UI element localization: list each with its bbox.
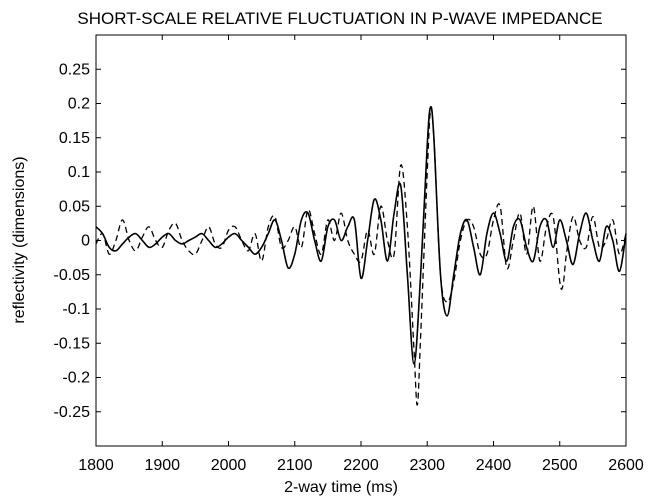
y-tick-label: -0.25 <box>54 404 91 421</box>
series-layer <box>95 105 627 406</box>
y-tick-label: -0.05 <box>54 267 91 284</box>
x-axis-label: 2-way time (ms) <box>284 479 398 496</box>
chart-title: SHORT-SCALE RELATIVE FLUCTUATION IN P-WA… <box>77 9 602 28</box>
y-tick-label: 0.15 <box>59 130 90 147</box>
tick-marks <box>95 35 627 446</box>
x-tick-label: 2200 <box>343 457 379 474</box>
x-tick-label: 1800 <box>78 457 114 474</box>
x-tick-label: 2300 <box>409 457 445 474</box>
x-tick-labels: 1800 1900 2000 2100 2200 2300 2400 2500 2600 <box>78 457 644 474</box>
x-tick-label: 2600 <box>608 457 644 474</box>
y-tick-label: 0 <box>81 233 90 250</box>
y-tick-label: -0.2 <box>62 370 90 387</box>
y-tick-label: 0.05 <box>59 198 90 215</box>
x-tick-label: 2000 <box>211 457 247 474</box>
y-tick-labels: 0.25 0.2 0.15 0.1 0.05 0 -0.05 -0.1 -0.15 -0.2 -0.… <box>54 61 91 421</box>
x-tick-label: 2500 <box>542 457 578 474</box>
x-tick-label: 2400 <box>476 457 512 474</box>
y-tick-label: -0.15 <box>54 335 91 352</box>
y-tick-label: -0.1 <box>62 301 90 318</box>
y-axis-label: reflectivity (dimensions) <box>11 156 28 323</box>
x-tick-label: 2100 <box>277 457 313 474</box>
x-tick-label: 1900 <box>144 457 180 474</box>
y-tick-label: 0.1 <box>68 164 90 181</box>
series-line-dashed <box>95 107 627 406</box>
y-tick-label: 0.2 <box>68 96 90 113</box>
y-tick-label: 0.25 <box>59 61 90 78</box>
series-line-solid <box>95 105 627 365</box>
